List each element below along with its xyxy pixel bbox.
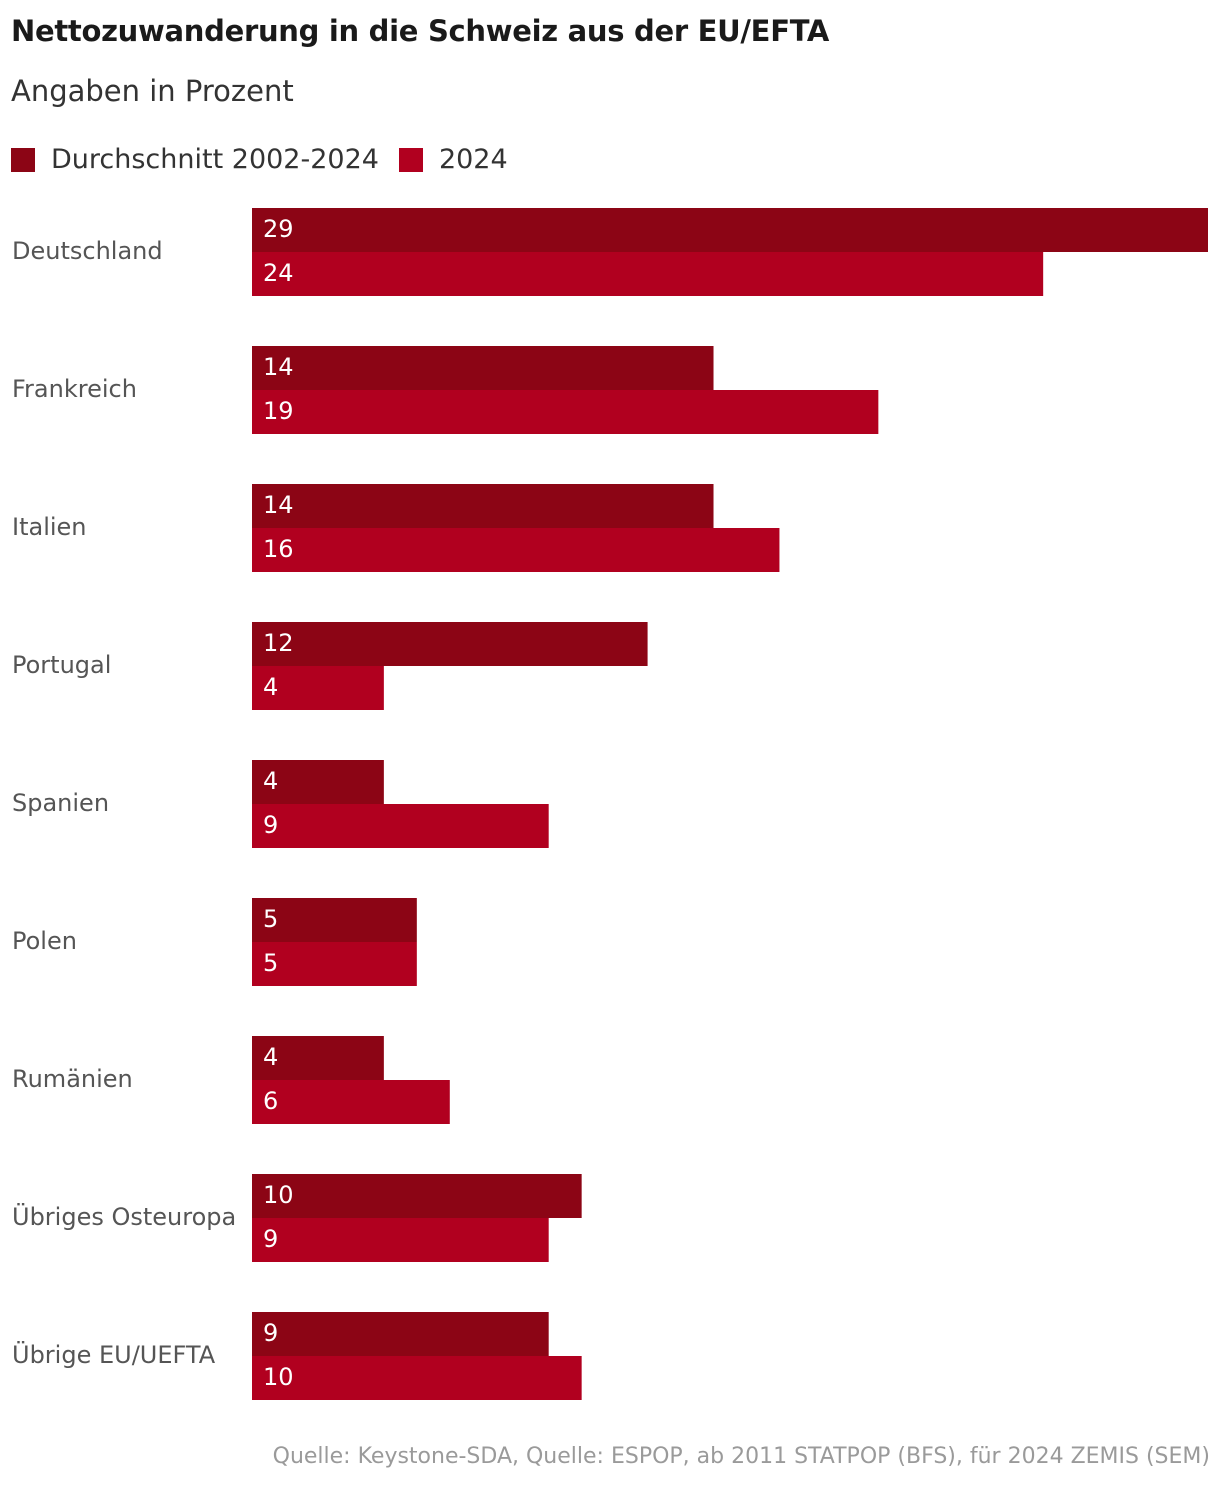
value-label: 9 [263,1319,278,1347]
value-label: 24 [263,259,294,287]
bar-average [252,898,417,942]
category-label: Frankreich [12,375,137,403]
value-label: 19 [263,397,294,425]
value-label: 14 [263,353,294,381]
bar-average [252,1036,384,1080]
category-label: Polen [12,927,77,955]
value-label: 9 [263,1225,278,1253]
value-label: 14 [263,491,294,519]
value-label: 4 [263,673,278,701]
bar-2024 [252,804,549,848]
legend: Durchschnitt 2002-2024 2024 [11,144,528,175]
category-label: Italien [12,513,87,541]
category-label: Spanien [12,789,109,817]
chart-subtitle: Angaben in Prozent [11,74,294,108]
value-label: 9 [263,811,278,839]
bar-2024 [252,666,384,710]
category-label: Rumänien [12,1065,133,1093]
bar-average [252,484,714,528]
legend-swatch-average [11,147,35,172]
legend-item-2024: 2024 [398,144,508,175]
source-note: Quelle: Keystone-SDA, Quelle: ESPOP, ab … [272,1444,1210,1469]
value-label: 4 [263,1043,278,1071]
value-label: 5 [263,905,278,933]
bar-average [252,1174,582,1218]
legend-swatch-2024 [398,147,423,172]
category-label: Portugal [12,651,111,679]
value-label: 10 [263,1363,294,1391]
bar-average [252,622,648,666]
bar-average [252,1312,549,1356]
bar-2024 [252,942,417,986]
value-label: 12 [263,629,294,657]
value-label: 16 [263,535,294,563]
bar-chart: Deutschland 29 24 Frankreich 14 19 Italien 14 16… [12,208,1208,1400]
value-label: 29 [263,215,294,243]
bar-average [252,208,1208,252]
value-label: 4 [263,767,278,795]
value-label: 5 [263,949,278,977]
bar-average [252,346,714,390]
legend-item-average: Durchschnitt 2002-2024 [11,144,379,175]
value-label: 10 [263,1181,294,1209]
bar-2024 [252,1356,582,1400]
bar-2024 [252,252,1044,296]
value-label: 6 [263,1087,278,1115]
bar-2024 [252,1080,450,1124]
bar-2024 [252,528,780,572]
bar-2024 [252,1218,549,1262]
chart-title: Nettozuwanderung in die Schweiz aus der … [11,14,830,48]
category-label: Übriges Osteuropa [12,1202,236,1231]
bar-average [252,760,384,804]
category-label: Deutschland [12,237,163,265]
legend-label-2024: 2024 [438,144,508,175]
bar-2024 [252,390,879,434]
legend-label-average: Durchschnitt 2002-2024 [51,144,379,175]
category-label: Übrige EU/UEFTA [12,1340,216,1369]
